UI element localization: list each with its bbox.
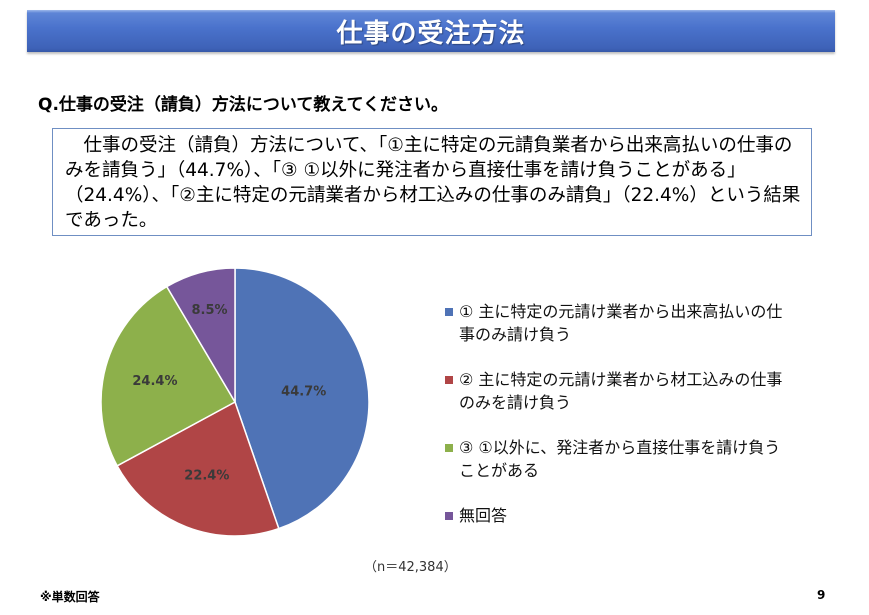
legend-label: 無回答 [459, 506, 508, 525]
legend-label: ③ ①以外に、発注者から直接仕事を請け負うことがある [459, 438, 781, 480]
page-number: 9 [817, 588, 826, 602]
legend-swatch-icon [445, 512, 453, 520]
legend-swatch-icon [445, 376, 453, 384]
sample-size: （n＝42,384） [364, 560, 457, 575]
pie-slice [116, 400, 280, 537]
page-title: 仕事の受注方法 [336, 18, 526, 49]
pie-slice [100, 285, 237, 467]
pie-slice [165, 267, 236, 405]
pie-value-label: 44.7% [281, 384, 326, 399]
legend-item: ① 主に特定の元請け業者から出来高払いの仕事のみ請け負う [445, 300, 825, 346]
summary-text: 仕事の受注（請負）方法について、「①主に特定の元請負業者から出来高払いの仕事のみ… [65, 135, 801, 231]
legend-item: 無回答 [445, 504, 825, 527]
legend-item: ③ ①以外に、発注者から直接仕事を請け負うことがある [445, 436, 825, 482]
chart-legend: ① 主に特定の元請け業者から出来高払いの仕事のみ請け負う ② 主に特定の元請け業… [445, 300, 825, 549]
title-bar: 仕事の受注方法 [27, 10, 835, 52]
legend-label: ② 主に特定の元請け業者から材工込みの仕事のみを請け負う [459, 370, 783, 412]
pie-value-label: 8.5% [192, 303, 228, 318]
pie-value-label: 24.4% [132, 374, 177, 389]
legend-swatch-icon [445, 444, 453, 452]
pie-slices [100, 267, 370, 537]
pie-slice [234, 267, 370, 530]
pie-labels: 44.7% 22.4% 24.4% 8.5% [132, 303, 326, 484]
pie-chart: 44.7% 22.4% 24.4% 8.5% [100, 267, 370, 537]
footnote: ※単数回答 [40, 590, 100, 604]
legend-label: ① 主に特定の元請け業者から出来高払いの仕事のみ請け負う [459, 302, 783, 344]
question-text: Q.仕事の受注（請負）方法について教えてください。 [38, 95, 449, 115]
legend-swatch-icon [445, 308, 453, 316]
legend-item: ② 主に特定の元請け業者から材工込みの仕事のみを請け負う [445, 368, 825, 414]
pie-value-label: 22.4% [184, 468, 229, 483]
summary-box: 仕事の受注（請負）方法について、「①主に特定の元請負業者から出来高払いの仕事のみ… [52, 128, 812, 236]
